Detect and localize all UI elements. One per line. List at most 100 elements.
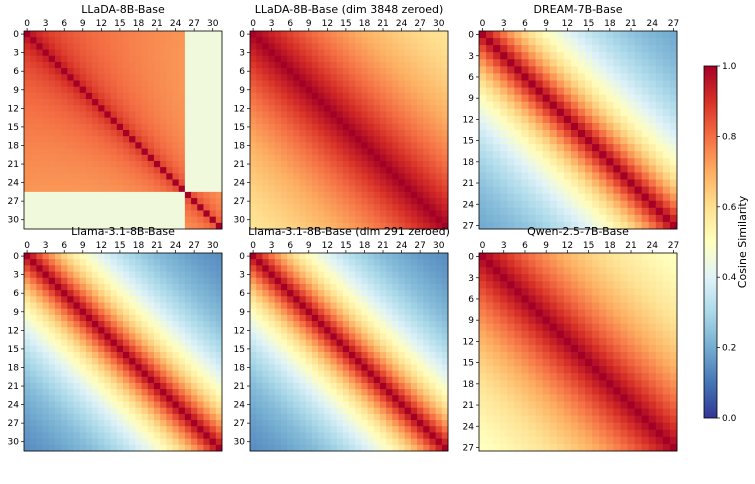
heatmap-cell bbox=[36, 31, 43, 38]
heatmap-cell bbox=[361, 333, 368, 341]
heatmap-cell bbox=[293, 420, 300, 427]
heatmap-cell bbox=[262, 426, 269, 433]
heatmap-cell bbox=[417, 173, 424, 180]
heatmap-cell bbox=[287, 302, 294, 310]
heatmap-cell bbox=[379, 389, 387, 396]
heatmap-cell bbox=[392, 68, 399, 75]
heatmap-cell bbox=[104, 259, 112, 266]
heatmap-cell bbox=[54, 444, 62, 452]
heatmap-cell bbox=[24, 382, 31, 390]
heatmap-cell bbox=[129, 314, 136, 322]
heatmap-cell bbox=[410, 117, 418, 125]
heatmap-cell bbox=[172, 302, 180, 310]
heatmap-cell bbox=[274, 401, 282, 409]
heatmap-cell bbox=[79, 308, 87, 316]
heatmap-cell bbox=[299, 283, 307, 291]
heatmap-cell bbox=[330, 222, 338, 230]
heatmap-cell bbox=[330, 123, 338, 131]
heatmap-cell bbox=[141, 382, 149, 390]
heatmap-cell bbox=[379, 364, 387, 371]
heatmap-cell bbox=[153, 216, 161, 224]
heatmap-cell bbox=[293, 432, 300, 440]
heatmap-cell bbox=[349, 395, 356, 402]
heatmap-cell bbox=[599, 45, 607, 53]
heatmap-cell bbox=[336, 333, 344, 341]
heatmap-cell bbox=[215, 370, 223, 378]
heatmap-cell bbox=[441, 191, 449, 199]
heatmap-cell bbox=[299, 31, 307, 38]
heatmap-cell bbox=[203, 111, 211, 119]
heatmap-cell bbox=[627, 31, 635, 39]
heatmap-cell bbox=[311, 364, 319, 371]
heatmap-cell bbox=[342, 160, 350, 168]
heatmap-cell bbox=[592, 45, 600, 53]
heatmap-cell bbox=[324, 259, 331, 266]
heatmap-cell bbox=[441, 420, 449, 427]
heatmap-cell bbox=[54, 105, 62, 112]
heatmap-cell bbox=[48, 327, 56, 334]
heatmap-cell bbox=[392, 389, 399, 396]
heatmap-cell bbox=[172, 117, 180, 125]
heatmap-cell bbox=[147, 352, 155, 359]
heatmap-cell bbox=[620, 151, 628, 159]
heatmap-cell bbox=[116, 339, 124, 347]
heatmap-cell bbox=[191, 130, 198, 137]
heatmap-cell bbox=[36, 265, 43, 272]
heatmap-cell bbox=[549, 80, 558, 88]
heatmap-cell bbox=[61, 68, 68, 75]
heatmap-cell bbox=[268, 327, 276, 334]
heatmap-cell bbox=[153, 339, 161, 347]
heatmap-cell bbox=[429, 136, 437, 143]
heatmap-cell bbox=[141, 277, 149, 285]
heatmap-cell bbox=[166, 43, 173, 50]
heatmap-cell bbox=[147, 271, 155, 279]
heatmap-cell bbox=[429, 259, 437, 266]
heatmap-cell bbox=[24, 216, 31, 224]
heatmap-cell bbox=[349, 321, 356, 328]
heatmap-cell bbox=[153, 204, 161, 211]
heatmap-cell bbox=[655, 122, 664, 131]
heatmap-cell bbox=[355, 123, 362, 131]
heatmap-cell bbox=[268, 364, 276, 371]
heatmap-cell bbox=[570, 108, 579, 117]
heatmap-cell bbox=[98, 376, 105, 384]
heatmap-cell bbox=[250, 117, 257, 125]
heatmap-cell bbox=[318, 370, 325, 378]
heatmap-cell bbox=[172, 290, 180, 297]
heatmap-cell bbox=[209, 31, 217, 38]
heatmap-cell bbox=[563, 59, 572, 67]
heatmap-cell bbox=[262, 253, 269, 260]
heatmap-cell bbox=[641, 144, 650, 152]
heatmap-cell bbox=[305, 37, 313, 44]
heatmap-cell bbox=[330, 339, 338, 347]
heatmap-cell bbox=[92, 420, 99, 427]
heatmap-cell bbox=[92, 179, 99, 187]
heatmap-cell bbox=[104, 296, 112, 303]
heatmap-cell bbox=[361, 31, 368, 38]
heatmap-cell bbox=[141, 198, 149, 205]
heatmap-cell bbox=[417, 37, 424, 44]
heatmap-cell bbox=[85, 55, 93, 63]
heatmap-cell bbox=[36, 321, 43, 328]
heatmap-cell bbox=[30, 111, 37, 119]
heatmap-cell bbox=[429, 123, 437, 131]
heatmap-cell bbox=[197, 55, 204, 63]
heatmap-cell bbox=[293, 179, 300, 187]
heatmap-cell bbox=[410, 136, 418, 143]
heatmap-cell bbox=[79, 376, 87, 384]
heatmap-cell bbox=[116, 179, 124, 187]
heatmap-cell bbox=[318, 74, 325, 81]
heatmap-cell bbox=[67, 444, 74, 452]
heatmap-cell bbox=[570, 193, 579, 202]
heatmap-cell bbox=[606, 144, 614, 152]
heatmap-cell bbox=[178, 105, 186, 112]
heatmap-cell bbox=[479, 193, 487, 202]
heatmap-cell bbox=[613, 214, 621, 223]
heatmap-cell bbox=[73, 339, 81, 347]
heatmap-cell bbox=[135, 204, 142, 211]
heatmap-cell bbox=[423, 370, 430, 378]
heatmap-cell bbox=[24, 333, 31, 341]
heatmap-cell bbox=[147, 37, 155, 44]
heatmap-cell bbox=[367, 61, 375, 69]
heatmap-cell bbox=[67, 204, 74, 211]
